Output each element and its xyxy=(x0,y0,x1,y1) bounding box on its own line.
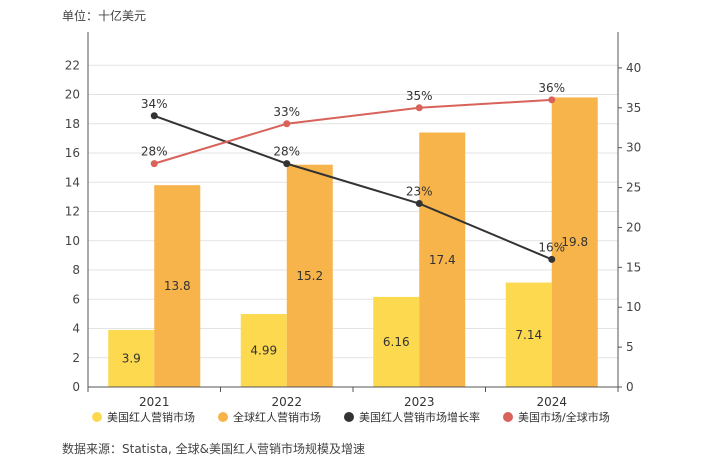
legend-marker xyxy=(344,412,354,422)
line-point xyxy=(548,255,556,263)
bar xyxy=(551,97,598,388)
y-right-tick-label: 40 xyxy=(626,61,641,75)
y-right-tick-label: 0 xyxy=(626,380,634,394)
unit-label: 单位：十亿美元 xyxy=(62,9,147,23)
bar-value-label: 19.8 xyxy=(561,235,588,249)
line-point xyxy=(150,160,158,168)
line-value-label: 34% xyxy=(141,97,168,111)
x-tick-label: 2023 xyxy=(404,395,435,409)
line-point xyxy=(150,112,158,120)
bar-value-label: 3.9 xyxy=(122,351,141,365)
bar xyxy=(286,164,333,387)
y-left-tick-label: 14 xyxy=(65,175,80,189)
bar xyxy=(419,132,466,387)
line-value-label: 28% xyxy=(141,145,168,159)
y-left-tick-label: 4 xyxy=(72,322,80,336)
x-tick-label: 2024 xyxy=(536,395,567,409)
line-value-label: 35% xyxy=(406,89,433,103)
y-left-tick-label: 2 xyxy=(72,351,80,365)
y-left-tick-label: 16 xyxy=(65,146,80,160)
legend-marker xyxy=(503,412,513,422)
line-value-label: 36% xyxy=(538,81,565,95)
y-left-tick-label: 20 xyxy=(65,88,80,102)
y-right-tick-label: 15 xyxy=(626,260,641,274)
y-right-tick-label: 10 xyxy=(626,300,641,314)
line-point xyxy=(283,120,291,128)
y-right-tick-label: 35 xyxy=(626,101,641,115)
bar xyxy=(154,185,201,387)
y-left-tick-label: 6 xyxy=(72,292,80,306)
y-right-tick-label: 30 xyxy=(626,141,641,155)
bar-value-label: 15.2 xyxy=(296,269,323,283)
source-label: 数据来源：Statista, 全球&美国红人营销市场规模及增速 xyxy=(62,442,366,456)
bars xyxy=(108,97,598,388)
legend-label: 美国市场/全球市场 xyxy=(518,410,610,424)
y-right-tick-label: 20 xyxy=(626,220,641,234)
y-left-tick-label: 0 xyxy=(72,380,80,394)
y-left-tick-label: 10 xyxy=(65,234,80,248)
line-point xyxy=(283,160,291,168)
y-left-tick-label: 12 xyxy=(65,205,80,219)
y-right-tick-label: 5 xyxy=(626,340,634,354)
line-value-label: 28% xyxy=(273,145,300,159)
line-point xyxy=(548,96,556,104)
line-point xyxy=(415,200,423,208)
y-left-tick-label: 8 xyxy=(72,263,80,277)
bar xyxy=(108,329,155,387)
line-value-label: 23% xyxy=(406,185,433,199)
x-tick-label: 2022 xyxy=(271,395,302,409)
legend-marker xyxy=(92,412,102,422)
legend: 美国红人营销市场 全球红人营销市场 美国红人营销市场增长率 美国市场/全球市场 xyxy=(92,410,610,424)
bar xyxy=(373,296,420,387)
legend-label: 美国红人营销市场增长率 xyxy=(359,410,480,424)
y-left-tick-label: 22 xyxy=(65,58,80,72)
legend-label: 美国红人营销市场 xyxy=(107,410,195,424)
y-right-tick-label: 25 xyxy=(626,181,641,195)
bar xyxy=(240,314,287,387)
legend-marker xyxy=(218,412,228,422)
legend-label: 全球红人营销市场 xyxy=(233,410,321,424)
bar-value-label: 7.14 xyxy=(515,328,542,342)
line-value-label: 33% xyxy=(273,105,300,119)
line-point xyxy=(415,104,423,112)
line-value-label: 16% xyxy=(538,240,565,254)
bar-value-label: 4.99 xyxy=(250,344,277,358)
y-left-tick-label: 18 xyxy=(65,117,80,131)
bar-value-label: 17.4 xyxy=(429,253,456,267)
series-lines xyxy=(150,96,556,263)
series-line xyxy=(153,114,553,261)
bar xyxy=(505,282,552,387)
bar-value-label: 6.16 xyxy=(383,335,410,349)
series-line xyxy=(153,98,552,165)
x-tick-label: 2021 xyxy=(139,395,170,409)
data-labels: 3.9 4.99 6.16 7.14 13.8 15.2 17.4 19.8 34% 28% 23%… xyxy=(122,81,588,366)
bar-value-label: 13.8 xyxy=(164,279,191,293)
